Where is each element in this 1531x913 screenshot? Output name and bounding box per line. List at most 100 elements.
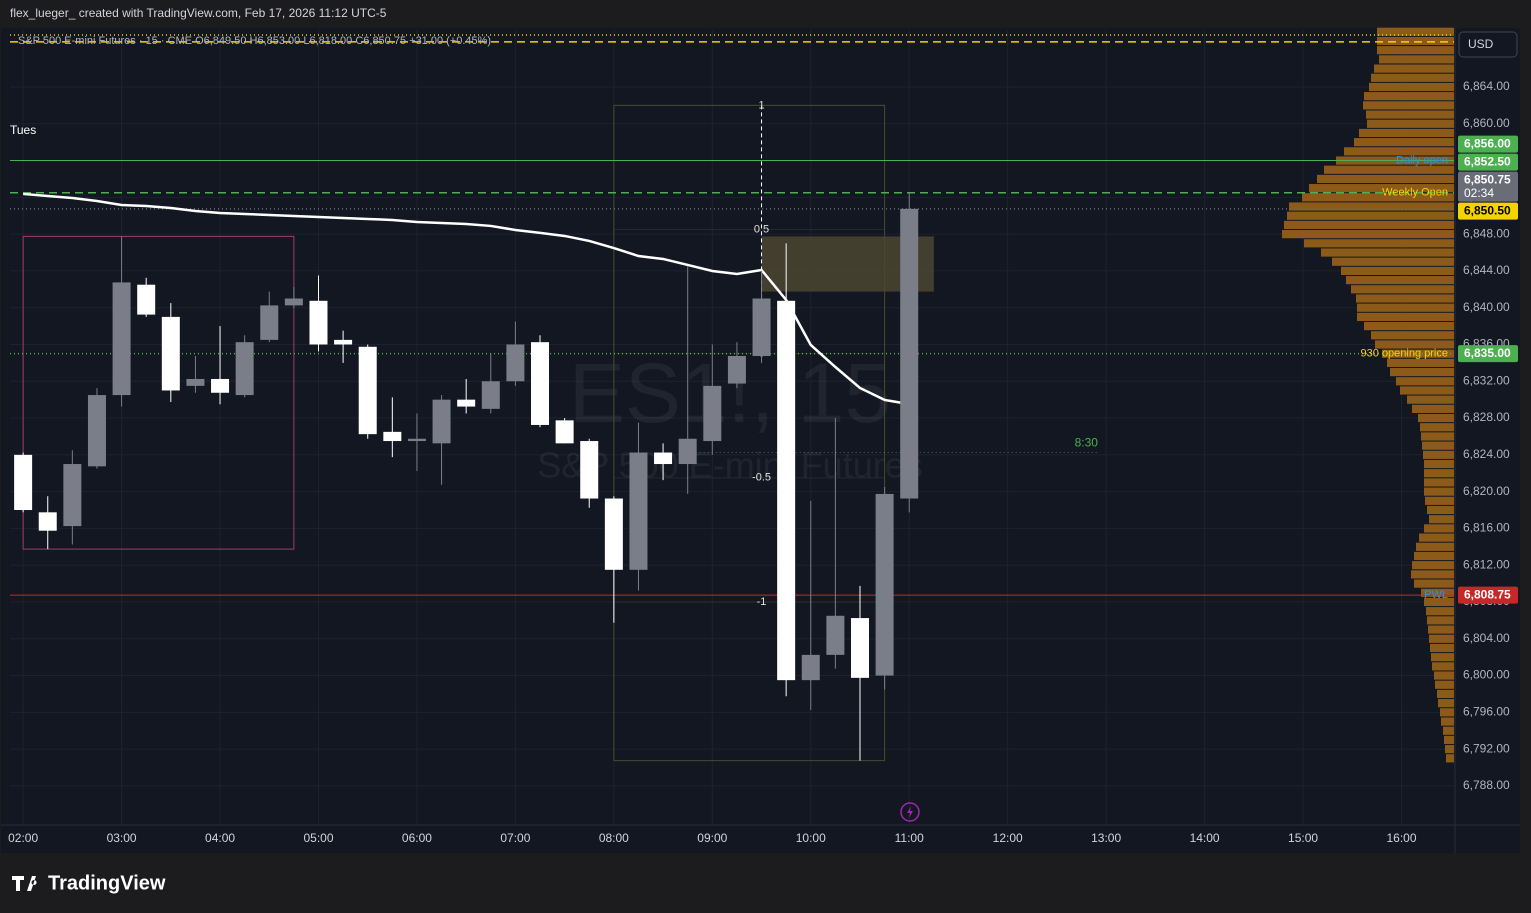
- volume-profile-bar: [1444, 735, 1454, 745]
- price-level-name: PWL: [1424, 589, 1448, 601]
- price-label: 6,808.75: [1464, 587, 1511, 601]
- price-label-box: [1458, 171, 1518, 202]
- y-tick-label: 6,816.00: [1463, 521, 1510, 535]
- candle-body: [654, 452, 673, 465]
- volume-profile-bar: [1359, 128, 1454, 138]
- volume-profile-bar: [1371, 331, 1454, 340]
- candle-body: [531, 342, 550, 425]
- candle-body: [555, 420, 574, 444]
- candle-body: [703, 385, 722, 442]
- y-tick-label: 6,788.00: [1463, 778, 1510, 792]
- volume-profile-bar: [1317, 174, 1454, 184]
- volume-profile-bar: [1387, 358, 1454, 367]
- candle-body: [407, 438, 426, 442]
- day-label: Tues: [10, 123, 36, 137]
- watermark-subtitle: S&P 500 E-mini Futures: [537, 445, 923, 486]
- moving-average: [23, 192, 910, 406]
- volume-profile-bar: [1377, 27, 1454, 36]
- volume-profile-bar: [1441, 717, 1454, 726]
- fib-box: [613, 104, 886, 762]
- volume-profile-bar: [1284, 220, 1454, 230]
- volume-profile-bar: [1427, 616, 1454, 625]
- y-tick-label: 6,860.00: [1463, 116, 1510, 130]
- volume-profile-bar: [1390, 367, 1454, 377]
- volume-profile-bar: [1412, 404, 1454, 413]
- candle-body: [38, 512, 57, 531]
- volume-profile-bar: [1377, 46, 1454, 55]
- volume-profile-bar: [1321, 248, 1454, 257]
- x-tick-label: 12:00: [993, 831, 1023, 845]
- candle-body: [334, 339, 353, 345]
- alert-icon[interactable]: [900, 802, 920, 822]
- volume-profile-bar: [1377, 36, 1454, 46]
- y-tick-label: 6,812.00: [1463, 557, 1510, 571]
- candle-body: [235, 342, 254, 396]
- volume-profile-bar: [1374, 64, 1454, 73]
- zone: [22, 235, 295, 550]
- candle-body: [14, 454, 33, 511]
- y-tick-label: 6,864.00: [1463, 79, 1510, 93]
- price-level-name: 930 opening price: [1361, 348, 1448, 360]
- plot-area: ES1!, 15S&P 500 E-mini FuturesTues10.50-…: [10, 27, 1454, 825]
- candle-body: [506, 344, 525, 382]
- x-tick-label: 10:00: [796, 831, 826, 845]
- volume-profile-bar: [1396, 377, 1454, 386]
- volume-profile-bar: [1363, 101, 1454, 110]
- volume-profile-bar: [1366, 110, 1454, 119]
- candle-body: [826, 615, 845, 655]
- candle-body: [284, 298, 303, 306]
- volume-profile-bar: [1445, 745, 1454, 754]
- volume-profile-bar: [1425, 496, 1454, 505]
- candle-body: [63, 464, 82, 527]
- candle-body: [87, 395, 106, 467]
- y-tick-label: 6,824.00: [1463, 447, 1510, 461]
- candle-body: [186, 378, 205, 386]
- volume-profile-bar: [1422, 441, 1454, 450]
- y-tick-label: 6,844.00: [1463, 263, 1510, 277]
- candle-body: [629, 452, 648, 570]
- volume-profile-bar: [1428, 625, 1454, 634]
- price-level-name: Daily open: [1396, 154, 1448, 166]
- volume-profile-bar: [1309, 184, 1454, 193]
- volume-profile-bar: [1282, 230, 1454, 239]
- price-level-name: Weekly Open: [1382, 187, 1448, 199]
- volume-profile-bar: [1289, 202, 1454, 211]
- candle-body: [112, 282, 131, 396]
- volume-profile-bar: [1434, 671, 1454, 680]
- volume-profile-bar: [1400, 386, 1454, 395]
- candle-body: [432, 399, 451, 444]
- x-tick-label: 09:00: [697, 831, 727, 845]
- header-text: flex_lueger_ created with TradingView.co…: [10, 6, 387, 20]
- candle-body: [481, 381, 500, 409]
- brand-logo: [12, 876, 37, 891]
- fib-level-label: 1: [758, 99, 764, 111]
- y-tick-label: 6,828.00: [1463, 410, 1510, 424]
- volume-profile-bar: [1443, 726, 1454, 735]
- candle-body: [161, 316, 180, 391]
- y-tick-label: 6,840.00: [1463, 300, 1510, 314]
- price-label-box: [1458, 345, 1518, 363]
- y-tick-label: 6,792.00: [1463, 741, 1510, 755]
- volume-profile-bar: [1411, 570, 1454, 579]
- volume-profile-bar: [1432, 662, 1454, 671]
- volume-profile-bar: [1371, 73, 1454, 82]
- volume-profile-bar: [1346, 276, 1454, 285]
- currency-button[interactable]: [1458, 31, 1518, 58]
- volume-profile-bar: [1423, 450, 1454, 459]
- volume-profile-bar: [1429, 634, 1454, 643]
- y-tick-label: 6,804.00: [1463, 631, 1510, 645]
- volume-profile-bar: [1424, 459, 1454, 469]
- volume-profile-bar: [1351, 285, 1454, 294]
- volume-profile-bar: [1412, 561, 1454, 570]
- price-label-box: [1458, 135, 1518, 153]
- volume-profile-bar: [1426, 607, 1454, 616]
- volume-profile-bar: [1424, 524, 1454, 533]
- volume-profile-bar: [1431, 653, 1454, 662]
- volume-profile-bar: [1375, 340, 1454, 349]
- candle-body: [727, 355, 746, 384]
- volume-profile-bar: [1437, 689, 1454, 699]
- candle-body: [260, 305, 279, 340]
- volume-profile-bar: [1379, 55, 1454, 64]
- candle-body: [211, 378, 230, 393]
